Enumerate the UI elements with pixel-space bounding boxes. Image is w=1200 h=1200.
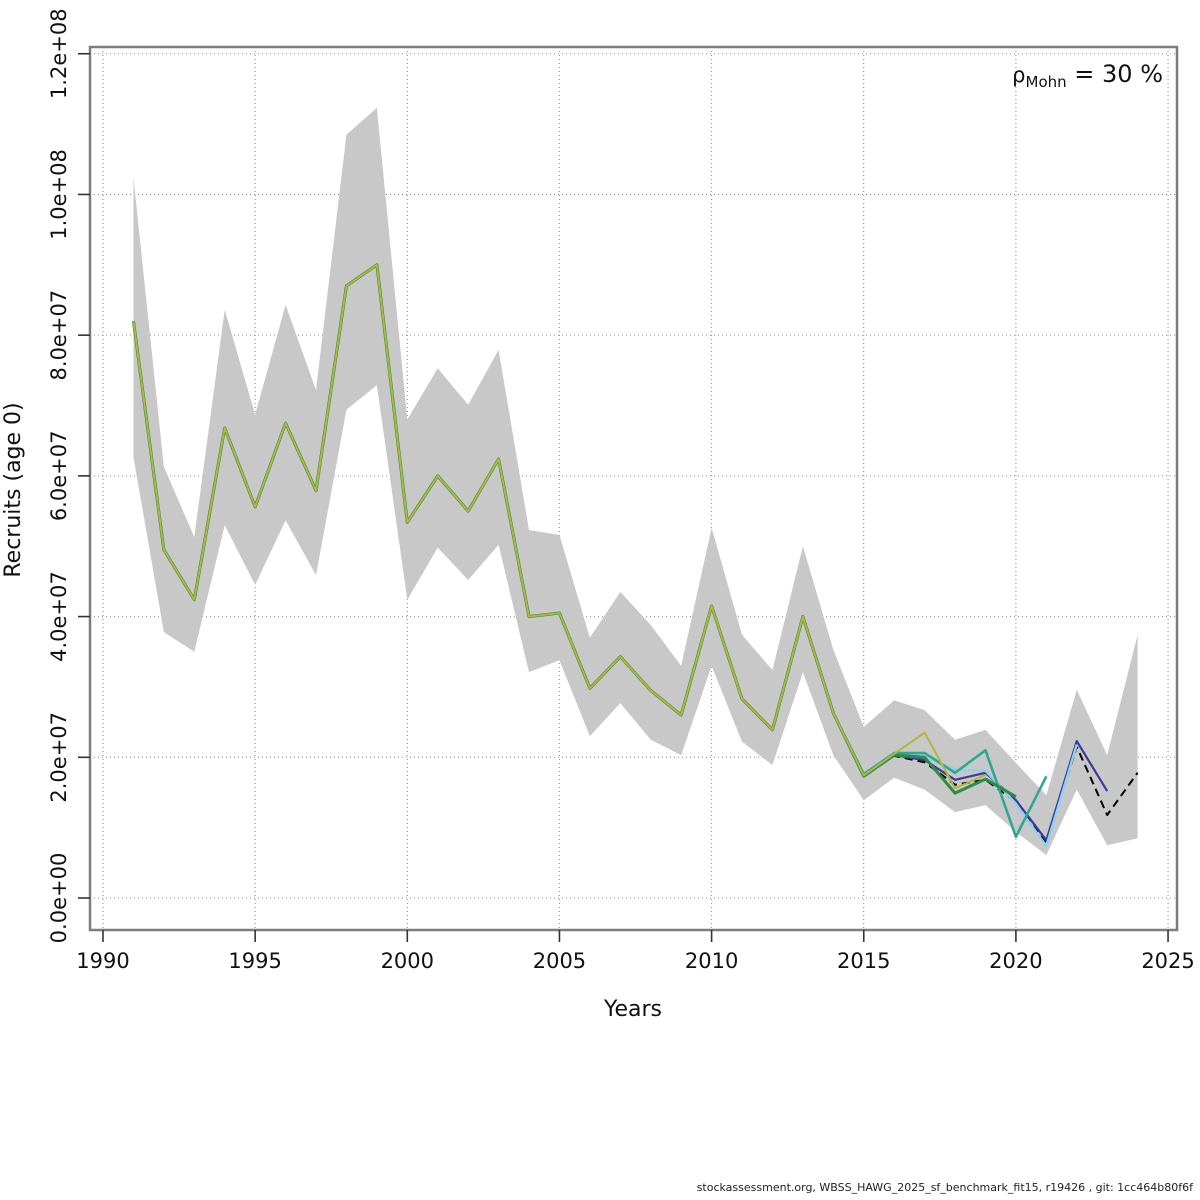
axis-ticks-and-labels: 1990 1995 2000 2005 2010 2015 2020 2025 0.0e+00 2… (47, 8, 1195, 973)
x-tick-label: 1995 (228, 949, 281, 973)
x-tick-label: 2005 (533, 949, 586, 973)
y-tick-label: 4.0e+07 (47, 571, 71, 662)
y-axis-title: Recruits (age 0) (1, 402, 26, 577)
y-tick-label: 6.0e+07 (47, 431, 71, 522)
confidence-band (133, 107, 1138, 856)
rho-subscript: Mohn (1026, 73, 1067, 91)
y-tick-label: 1.0e+08 (47, 149, 71, 240)
footer-text: stockassessment.org, WBSS_HAWG_2025_sf_b… (697, 1181, 1194, 1194)
x-tick-label: 2025 (1141, 949, 1194, 973)
mohn-rho-annotation: ρMohn = 30 % (1012, 60, 1163, 91)
series-layer (131, 263, 1139, 848)
y-tick-label: 0.0e+00 (47, 853, 71, 944)
x-tick-label: 2010 (685, 949, 738, 973)
x-tick-label: 2020 (989, 949, 1042, 973)
x-tick-label: 1990 (76, 949, 129, 973)
retro-peel-2019 (132, 263, 986, 790)
x-tick-label: 2015 (837, 949, 890, 973)
x-axis-title: Years (603, 997, 662, 1022)
y-tick-label: 1.2e+08 (47, 8, 71, 99)
y-tick-label: 2.0e+07 (47, 712, 71, 803)
rho-symbol: ρ (1012, 63, 1025, 87)
confidence-band-layer (133, 107, 1138, 856)
x-tick-label: 2000 (381, 949, 434, 973)
plot-border (88, 45, 1179, 932)
y-tick-label: 8.0e+07 (47, 290, 71, 381)
rho-value: = 30 % (1067, 60, 1163, 88)
